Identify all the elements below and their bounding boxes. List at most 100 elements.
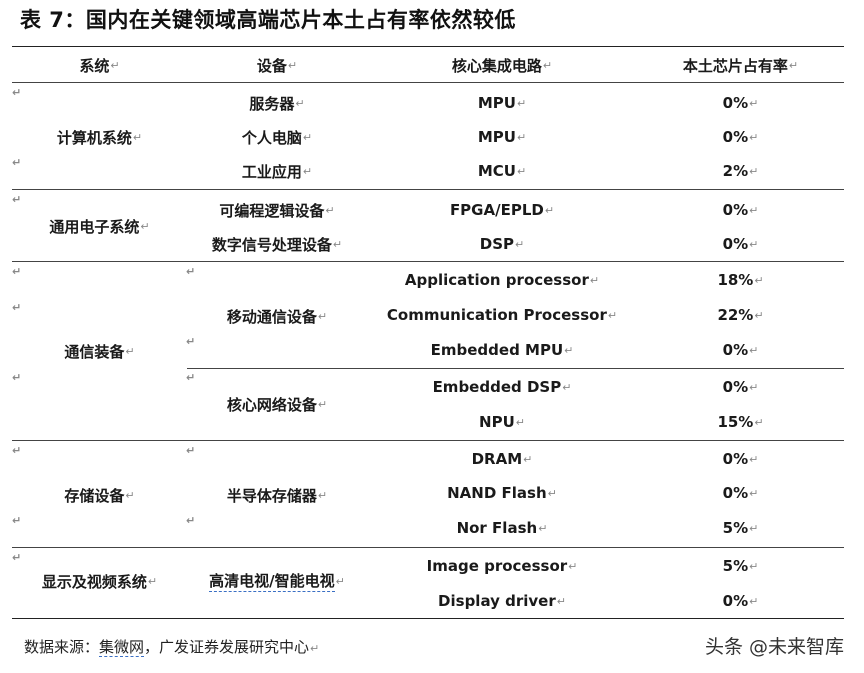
paragraph-mark: ↵ — [125, 488, 135, 502]
share-value: 0% — [722, 94, 749, 112]
share-value: 0% — [722, 484, 749, 502]
device-label: 工业应用 — [241, 162, 302, 181]
paragraph-mark: ↵ — [12, 371, 22, 384]
group-computer: 计算机系统 ↵ 服务器 ↵ MPU ↵ 0% ↵ 个人电脑 ↵ MPU ↵ 0% ↵ 工业应用… — [12, 84, 844, 190]
paragraph-mark: ↵ — [335, 574, 345, 588]
chip-label: MCU — [477, 162, 516, 180]
header-rule — [12, 82, 844, 83]
paragraph-mark: ↵ — [749, 594, 759, 608]
subgroup-rule — [187, 368, 844, 369]
paragraph-mark: ↵ — [589, 273, 600, 287]
paragraph-mark: ↵ — [332, 237, 343, 251]
paragraph-mark: ↵ — [12, 301, 22, 314]
paragraph-mark: ↵ — [12, 551, 22, 564]
chip-label: MPU — [477, 128, 516, 146]
share-value: 5% — [722, 557, 749, 575]
paragraph-mark: ↵ — [754, 415, 764, 429]
group-display: 显示及视频系统 ↵ 高清电视/智能电视 ↵ Image processor ↵ 5% ↵… — [12, 549, 844, 619]
paragraph-mark: ↵ — [749, 521, 759, 535]
paragraph-mark: ↵ — [325, 203, 335, 217]
device-label: 高清电视/智能电视 — [209, 572, 335, 592]
paragraph-mark: ↵ — [516, 164, 527, 178]
chip-label: NAND Flash — [447, 484, 547, 502]
paragraph-mark: ↵ — [186, 265, 196, 278]
group-communication: 通信装备 ↵ 移动通信设备 ↵ Application processor ↵ 18%… — [12, 263, 844, 439]
chip-label: Display driver — [438, 592, 556, 610]
share-value: 0% — [722, 450, 749, 468]
share-value: 0% — [722, 378, 749, 396]
paragraph-mark: ↵ — [749, 237, 759, 251]
share-value: 0% — [722, 592, 749, 610]
paragraph-mark: ↵ — [110, 58, 120, 72]
group-rule — [12, 261, 844, 262]
paragraph-mark: ↵ — [302, 130, 313, 144]
paragraph-mark: ↵ — [749, 559, 759, 573]
paragraph-mark: ↵ — [147, 574, 158, 588]
paragraph-mark: ↵ — [607, 308, 618, 322]
paragraph-mark: ↵ — [287, 58, 298, 72]
paragraph-mark: ↵ — [788, 58, 799, 72]
chip-label: FPGA/EPLD — [449, 201, 544, 219]
table-top-rule — [12, 46, 844, 47]
paragraph-mark: ↵ — [568, 559, 578, 573]
paragraph-mark: ↵ — [186, 335, 196, 348]
device-label: 移动通信设备 — [226, 307, 317, 326]
paragraph-mark: ↵ — [317, 397, 328, 411]
paragraph-mark: ↵ — [749, 164, 759, 178]
paragraph-mark: ↵ — [140, 219, 150, 233]
share-value: 5% — [722, 519, 749, 537]
share-value: 18% — [717, 271, 754, 289]
chip-label: Application processor — [404, 271, 589, 289]
share-value: 0% — [722, 201, 749, 219]
paragraph-mark: ↵ — [12, 444, 22, 457]
paragraph-mark: ↵ — [547, 486, 557, 500]
chip-label: Embedded DSP — [432, 378, 562, 396]
table-title: 表 7：国内在关键领域高端芯片本土占有率依然较低 — [20, 8, 516, 32]
chip-label: Embedded MPU — [430, 341, 564, 359]
chip-label: DSP — [479, 235, 515, 253]
chip-label: NPU — [479, 413, 515, 431]
paragraph-mark: ↵ — [515, 415, 525, 429]
paragraph-mark: ↵ — [132, 130, 143, 144]
chip-label: DRAM — [471, 450, 523, 468]
source-note: 数据来源：集微网，广发证券发展研究中心↵ — [24, 638, 320, 657]
group-storage: 存储设备 ↵ 半导体存储器 ↵ DRAM ↵ 0% ↵ NAND Flash ↵ 0% ↵ … — [12, 442, 844, 548]
paragraph-mark: ↵ — [295, 96, 305, 110]
paragraph-mark: ↵ — [186, 444, 196, 457]
paragraph-mark: ↵ — [538, 521, 548, 535]
share-value: 2% — [722, 162, 749, 180]
paragraph-mark: ↵ — [749, 96, 759, 110]
paragraph-mark: ↵ — [749, 452, 759, 466]
paragraph-mark: ↵ — [516, 130, 527, 144]
chip-label: MPU — [477, 94, 516, 112]
device-label: 服务器 — [249, 94, 295, 113]
paragraph-mark: ↵ — [310, 642, 320, 655]
system-label: 通用电子系统 — [49, 217, 140, 236]
paragraph-mark: ↵ — [125, 344, 135, 358]
watermark: 头条 @未来智库 — [704, 636, 844, 658]
system-label: 存储设备 — [64, 486, 125, 505]
paragraph-mark: ↵ — [749, 380, 759, 394]
group-rule — [12, 547, 844, 548]
paragraph-mark: ↵ — [523, 452, 533, 466]
group-rule — [12, 440, 844, 441]
group-rule — [12, 189, 844, 190]
device-label: 半导体存储器 — [226, 486, 317, 505]
paragraph-mark: ↵ — [12, 514, 22, 527]
device-label: 个人电脑 — [241, 128, 302, 147]
share-value: 0% — [722, 235, 749, 253]
chip-label: Communication Processor — [386, 306, 607, 324]
paragraph-mark: ↵ — [754, 273, 764, 287]
paragraph-mark: ↵ — [749, 343, 759, 357]
header-device: 设备 — [256, 56, 287, 75]
paragraph-mark: ↵ — [317, 488, 328, 502]
paragraph-mark: ↵ — [515, 237, 525, 251]
share-value: 0% — [722, 128, 749, 146]
source-underlined: 集微网 — [99, 638, 145, 657]
table-header-row: 系统 ↵ 设备 ↵ 核心集成电路 ↵ 本土芯片占有率 ↵ — [12, 52, 844, 78]
paragraph-mark: ↵ — [564, 343, 574, 357]
paragraph-mark: ↵ — [317, 309, 328, 323]
chip-label: Nor Flash — [456, 519, 538, 537]
paragraph-mark: ↵ — [302, 164, 313, 178]
paragraph-mark: ↵ — [562, 380, 572, 394]
